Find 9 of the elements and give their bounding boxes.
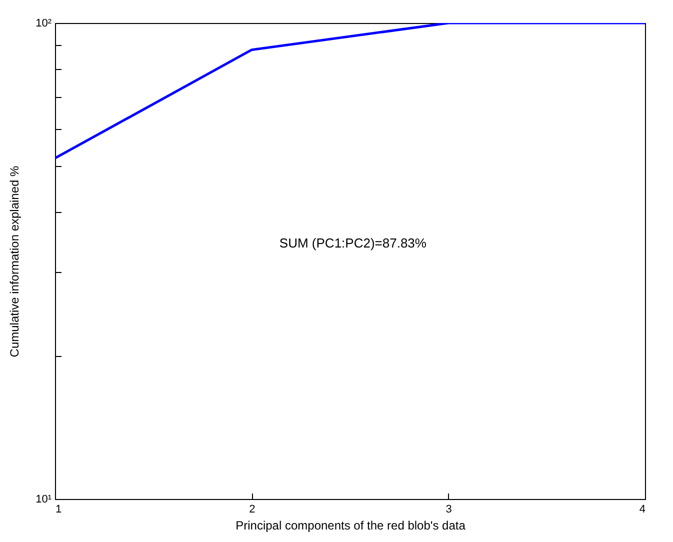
- y-tick-label: 10²: [36, 18, 52, 30]
- y-axis-title: Cumulative information explained %: [8, 165, 22, 358]
- annotation: SUM (PC1:PC2)=87.83%: [279, 235, 427, 250]
- x-tick-label: 4: [639, 504, 646, 516]
- x-tick-label: 2: [249, 504, 256, 516]
- x-tick-label: 1: [56, 504, 62, 516]
- x-tick-label: 3: [446, 504, 452, 516]
- x-axis-title: Principal components of the red blob's data: [236, 518, 466, 532]
- y-tick-label: 10¹: [36, 494, 52, 506]
